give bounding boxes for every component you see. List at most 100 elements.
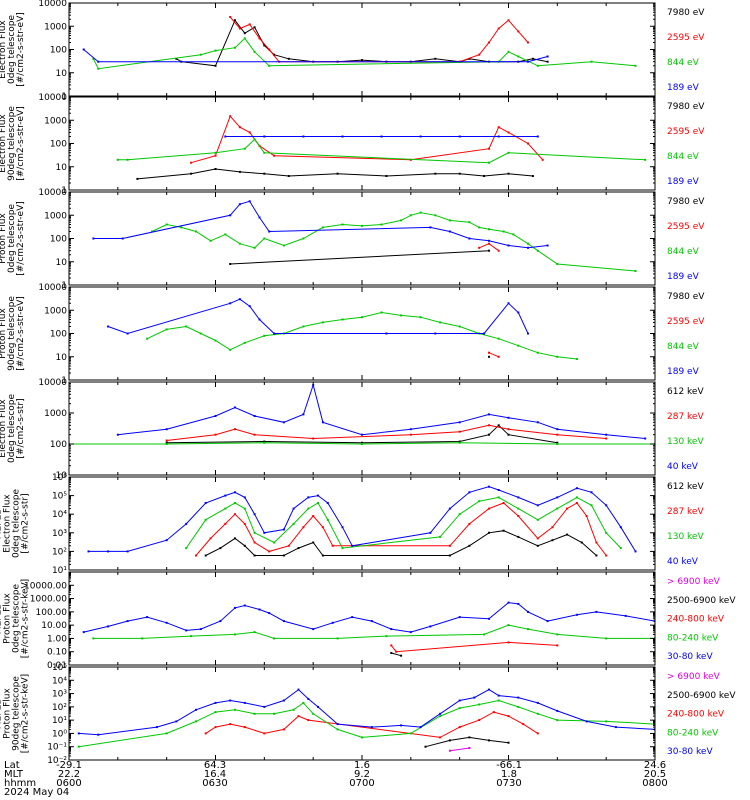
- data-point: [448, 230, 451, 233]
- footer-label-mlt: MLT: [4, 769, 24, 780]
- data-point: [361, 59, 363, 62]
- data-point: [370, 726, 373, 729]
- y-tick-label: 10: [56, 69, 68, 79]
- data-point: [87, 550, 90, 553]
- footer-mlt-value: 20.5: [644, 769, 666, 780]
- data-point: [468, 57, 471, 60]
- series-line: [92, 37, 636, 70]
- data-point: [478, 703, 481, 706]
- data-point: [92, 637, 95, 640]
- data-point: [575, 487, 578, 490]
- data-point: [331, 544, 334, 547]
- data-point: [258, 37, 261, 40]
- data-point: [527, 60, 529, 63]
- data-point: [644, 437, 647, 440]
- data-point: [507, 244, 510, 247]
- data-point: [234, 513, 236, 516]
- data-point: [536, 544, 539, 547]
- data-point: [273, 154, 276, 157]
- legend-entry: 612 keV: [667, 387, 704, 397]
- data-point: [551, 526, 554, 529]
- data-point: [268, 550, 271, 553]
- data-point: [263, 441, 266, 444]
- data-point: [268, 64, 271, 67]
- data-point: [478, 53, 481, 56]
- y-tick-label: 100: [50, 235, 67, 245]
- y-tick-label: 10000: [38, 188, 67, 198]
- data-point: [209, 239, 212, 242]
- panel-7: 0.010.101.0010.00100.001000.0010000.00ME…: [0, 571, 736, 671]
- data-point: [238, 170, 241, 173]
- y-tick-label: 10: [56, 353, 68, 363]
- y-tick-label: 10.00: [41, 621, 67, 631]
- data-point: [634, 550, 637, 553]
- data-point: [595, 554, 598, 557]
- data-point: [287, 544, 290, 547]
- legend-entry: 189 eV: [667, 177, 700, 187]
- data-point: [282, 699, 285, 702]
- legend-entry: 844 eV: [667, 58, 700, 68]
- data-point: [458, 440, 461, 443]
- data-point: [229, 699, 232, 702]
- data-point: [243, 544, 246, 547]
- y-tick-label: 10⁻²: [47, 756, 67, 766]
- data-point: [321, 526, 324, 529]
- data-point: [204, 518, 207, 521]
- data-point: [507, 715, 510, 718]
- y-tick-label: 10⁴: [52, 676, 67, 686]
- y-axis-title-line: Electron Flux: [3, 494, 13, 553]
- y-axis-title-line: Electron Flux: [0, 114, 8, 173]
- data-point: [326, 518, 329, 521]
- data-point: [243, 701, 246, 704]
- data-point: [321, 226, 324, 229]
- data-point: [419, 726, 422, 729]
- legend-entry: 80-240 keV: [667, 633, 719, 643]
- data-point: [517, 507, 520, 510]
- data-point: [517, 535, 520, 538]
- data-point: [361, 441, 363, 444]
- y-tick-label: 1: [61, 281, 67, 291]
- data-point: [517, 515, 520, 517]
- footer-time-value: 0800: [642, 778, 667, 789]
- data-point: [253, 531, 256, 534]
- data-point: [107, 325, 110, 328]
- legend-entry: 844 eV: [667, 247, 700, 257]
- data-point: [527, 610, 529, 613]
- data-point: [253, 50, 256, 53]
- data-point: [297, 688, 300, 691]
- data-point: [97, 67, 100, 70]
- y-tick-label: 10²: [52, 547, 67, 557]
- data-point: [458, 172, 461, 175]
- data-point: [448, 544, 451, 547]
- data-point: [292, 522, 295, 525]
- data-point: [165, 328, 168, 331]
- data-point: [253, 554, 256, 557]
- data-point: [307, 496, 310, 499]
- data-point: [492, 711, 495, 714]
- time-axis-footer: Lat MLT hhmm 2024 May 04 -29.1 64.3 1.6 …: [4, 760, 668, 798]
- data-point: [575, 358, 578, 360]
- data-point: [92, 237, 95, 240]
- data-point: [292, 708, 295, 711]
- data-point: [214, 49, 217, 52]
- legend-entry: 189 eV: [667, 367, 700, 377]
- data-point: [224, 507, 227, 510]
- series-group: [92, 200, 637, 272]
- data-point: [214, 726, 217, 729]
- y-axis-title-line: Proton Flux: [3, 593, 13, 644]
- data-point: [434, 214, 437, 217]
- data-point: [224, 135, 227, 138]
- data-point: [165, 428, 168, 431]
- data-point: [224, 522, 227, 525]
- y-axis-title-line: 0deg telescope: [7, 394, 17, 464]
- data-point: [395, 650, 398, 653]
- series-group: [107, 298, 578, 360]
- data-point: [146, 337, 149, 340]
- y-axis-title-line: Proton Flux: [0, 213, 8, 264]
- series-line: [117, 383, 646, 439]
- data-point: [385, 175, 388, 177]
- data-point: [517, 602, 520, 605]
- data-point: [234, 502, 236, 504]
- data-point: [317, 705, 319, 708]
- data-point: [634, 270, 637, 272]
